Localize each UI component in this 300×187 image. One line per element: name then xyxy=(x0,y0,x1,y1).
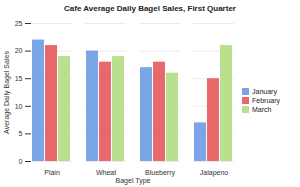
html-text:March: March xyxy=(252,105,272,113)
svg-text:15: 15 xyxy=(15,75,23,82)
svg-text:5: 5 xyxy=(19,130,23,137)
svg-text:Blueberry: Blueberry xyxy=(145,169,175,177)
svg-text:Wheat: Wheat xyxy=(96,169,116,176)
svg-text:10: 10 xyxy=(15,103,23,110)
svg-text:20: 20 xyxy=(15,47,23,54)
svg-text:0: 0 xyxy=(19,158,23,165)
svg-text:Jalapeno: Jalapeno xyxy=(200,169,229,177)
html-text:Cafe Average Daily Bagel Sales: Cafe Average Daily Bagel Sales, First Qu… xyxy=(64,4,236,13)
svg-text:Plain: Plain xyxy=(44,169,60,176)
html-text:January: January xyxy=(252,87,277,95)
svg-text:25: 25 xyxy=(15,20,23,27)
svg-text:Bagel Type: Bagel Type xyxy=(116,177,151,185)
html-text:February: February xyxy=(252,96,280,104)
svg-text:Average Daily Bagel Sales: Average Daily Bagel Sales xyxy=(3,51,11,134)
